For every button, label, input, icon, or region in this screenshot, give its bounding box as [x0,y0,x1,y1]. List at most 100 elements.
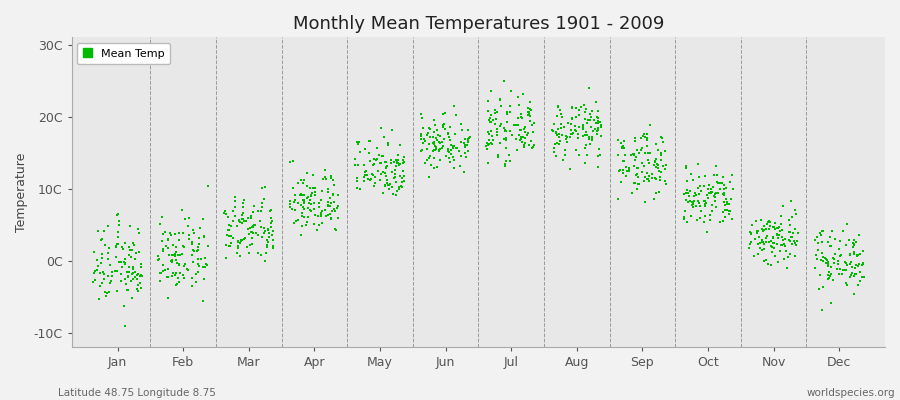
Point [480,146,494,153]
Point [588,126,602,133]
Point [364,158,378,164]
Point [314,213,328,220]
Point [235,216,249,222]
Point [443,158,457,165]
Point [185,258,200,265]
Point [486,137,500,143]
Point [367,156,382,162]
Point [560,134,574,140]
Point [230,223,244,229]
Point [430,132,445,138]
Point [701,182,716,188]
Point [418,160,433,166]
Point [748,236,762,242]
Point [616,167,630,173]
Point [687,198,701,204]
Text: Latitude 48.75 Longitude 8.75: Latitude 48.75 Longitude 8.75 [58,388,216,398]
Point [313,210,328,216]
Point [242,230,256,237]
Point [564,131,579,137]
Point [168,269,183,276]
Point [247,202,261,209]
Point [481,141,495,148]
Point [504,88,518,94]
Point [640,142,654,149]
Point [321,212,336,218]
Point [170,260,184,266]
Point [703,217,717,224]
Point [521,104,535,111]
Point [265,218,279,224]
Point [788,252,803,259]
Point [777,256,791,262]
Point [752,239,767,246]
Point [611,196,625,202]
Point [237,217,251,224]
Point [237,197,251,204]
Point [428,122,443,128]
Point [569,128,583,134]
Point [480,140,494,146]
Point [757,258,771,264]
Point [462,139,476,146]
Point [295,213,310,220]
Point [680,190,695,196]
Point [348,156,363,162]
Point [639,137,653,143]
Point [849,239,863,245]
Point [698,172,712,179]
Point [191,268,205,275]
Point [308,212,322,218]
Point [185,275,200,281]
Point [310,226,325,233]
Point [446,143,460,150]
Point [243,242,257,248]
Point [581,116,596,123]
Point [432,146,446,152]
Point [226,235,240,242]
Point [128,269,142,275]
Point [579,129,593,135]
Point [831,261,845,268]
Point [233,237,248,244]
Point [379,173,393,180]
Point [244,213,258,220]
Point [782,229,796,235]
Point [502,128,517,134]
Point [130,282,145,288]
Point [325,208,339,214]
Point [360,172,374,178]
Point [396,157,410,163]
Point [185,238,200,245]
Point [649,163,663,170]
Point [191,256,205,262]
Point [856,261,870,267]
Point [118,323,132,330]
Point [446,157,461,163]
Point [266,228,281,234]
Point [180,266,194,272]
Point [577,116,591,122]
Point [264,224,278,230]
Point [389,192,403,198]
Point [172,262,186,268]
Point [753,217,768,223]
Point [724,196,738,202]
Point [842,237,857,244]
Point [564,114,579,121]
Point [112,218,126,224]
Point [497,78,511,84]
Point [846,240,860,246]
Point [722,200,736,207]
Point [245,228,259,235]
Point [484,119,499,125]
Point [773,248,788,254]
Point [264,207,278,214]
Point [306,172,320,178]
Point [266,232,280,238]
Point [160,266,175,273]
Point [768,226,782,232]
Point [201,183,215,190]
Point [453,163,467,169]
Point [579,106,593,112]
